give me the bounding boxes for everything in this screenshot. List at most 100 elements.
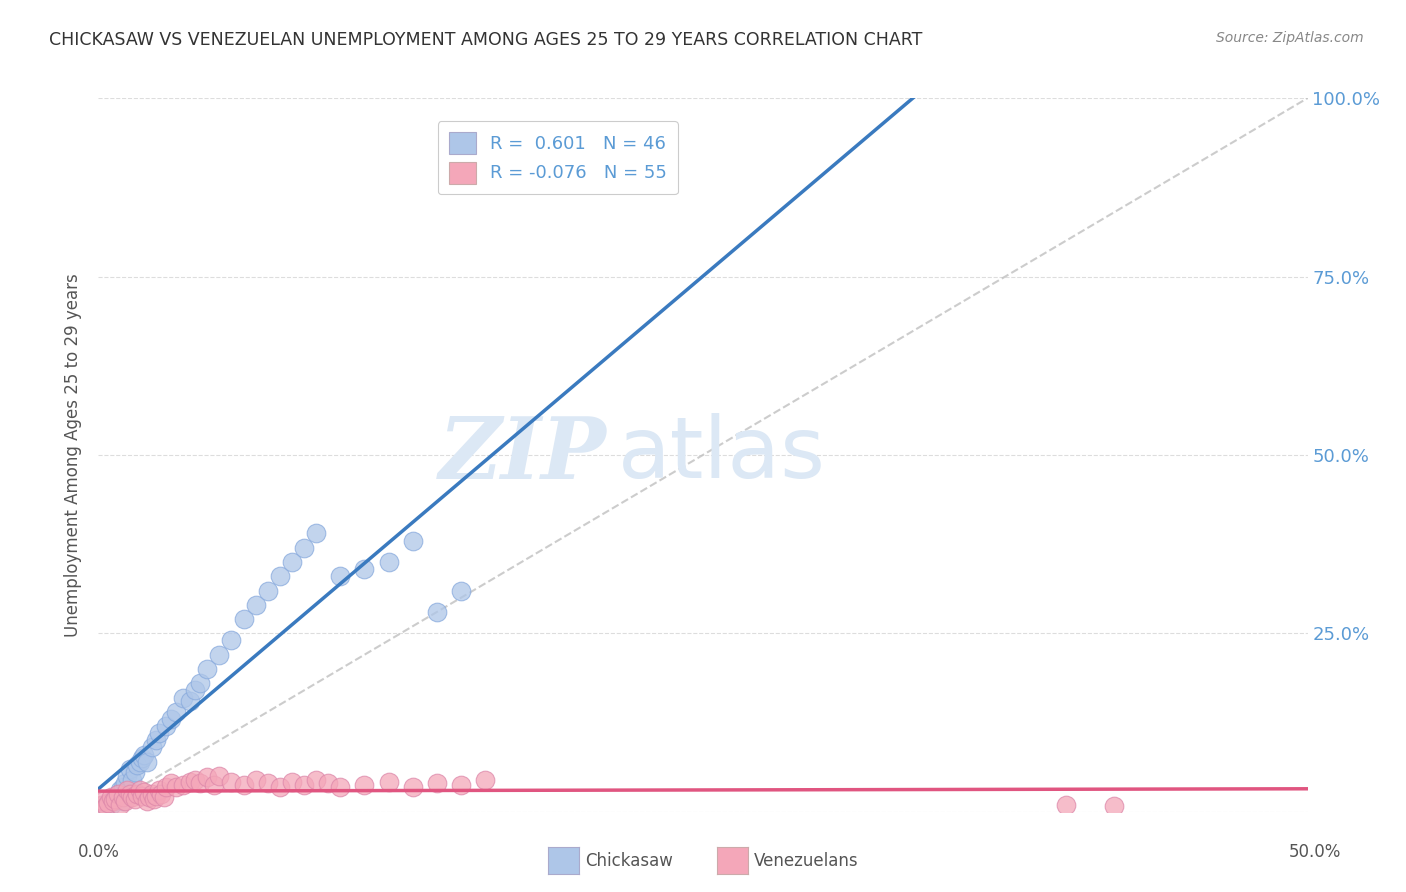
Text: ZIP: ZIP — [439, 413, 606, 497]
Point — [97, 796, 120, 810]
Point — [245, 598, 267, 612]
Point — [402, 780, 425, 794]
Point — [281, 774, 304, 789]
Point — [353, 562, 375, 576]
Point — [138, 790, 160, 805]
Point — [121, 772, 143, 787]
Point — [114, 776, 136, 790]
Point — [377, 774, 399, 789]
Point — [292, 541, 315, 555]
Point — [179, 694, 201, 708]
Point — [111, 780, 134, 794]
Point — [184, 772, 207, 787]
Point — [100, 797, 122, 812]
Point — [94, 799, 117, 814]
Point — [269, 780, 291, 794]
Point — [426, 605, 449, 619]
Point — [195, 662, 218, 676]
Point — [172, 690, 194, 705]
Point — [145, 789, 167, 803]
Point — [245, 772, 267, 787]
Point — [114, 794, 136, 808]
Point — [204, 778, 226, 792]
Point — [281, 555, 304, 569]
Point — [353, 778, 375, 792]
Point — [111, 790, 134, 805]
Point — [188, 776, 211, 790]
Point — [221, 633, 243, 648]
Point — [107, 787, 129, 801]
Point — [127, 787, 149, 801]
Point — [131, 789, 153, 803]
Point — [269, 569, 291, 583]
Text: 0.0%: 0.0% — [77, 843, 120, 861]
Point — [128, 783, 150, 797]
Point — [305, 526, 328, 541]
Text: Chickasaw: Chickasaw — [585, 852, 672, 870]
Point — [134, 785, 156, 799]
Point — [450, 583, 472, 598]
Point — [450, 778, 472, 792]
Point — [107, 787, 129, 801]
Text: CHICKASAW VS VENEZUELAN UNEMPLOYMENT AMONG AGES 25 TO 29 YEARS CORRELATION CHART: CHICKASAW VS VENEZUELAN UNEMPLOYMENT AMO… — [49, 31, 922, 49]
Point — [329, 569, 352, 583]
Point — [118, 762, 141, 776]
Point — [172, 778, 194, 792]
Point — [377, 555, 399, 569]
Point — [91, 797, 114, 812]
Point — [101, 794, 124, 808]
Point — [150, 787, 173, 801]
Point — [117, 769, 139, 783]
Point — [148, 783, 170, 797]
Point — [316, 776, 339, 790]
Point — [118, 787, 141, 801]
Point — [104, 790, 127, 805]
Point — [188, 676, 211, 690]
Point — [145, 733, 167, 747]
Point — [148, 726, 170, 740]
Point — [117, 783, 139, 797]
Point — [256, 583, 278, 598]
Point — [232, 778, 254, 792]
Text: Source: ZipAtlas.com: Source: ZipAtlas.com — [1216, 31, 1364, 45]
Point — [221, 774, 243, 789]
Text: atlas: atlas — [619, 413, 827, 497]
Point — [104, 792, 127, 806]
Point — [141, 740, 163, 755]
Point — [124, 765, 146, 780]
Point — [305, 772, 328, 787]
Point — [184, 683, 207, 698]
Point — [143, 792, 166, 806]
Point — [179, 774, 201, 789]
Point — [91, 794, 114, 808]
Point — [402, 533, 425, 548]
Point — [121, 790, 143, 805]
Point — [256, 776, 278, 790]
Point — [155, 719, 177, 733]
Point — [329, 780, 352, 794]
Point — [155, 780, 177, 794]
Point — [101, 794, 124, 808]
Point — [124, 792, 146, 806]
Point — [195, 771, 218, 785]
Text: 50.0%: 50.0% — [1288, 843, 1341, 861]
Point — [135, 794, 157, 808]
Point — [94, 799, 117, 814]
Point — [134, 747, 156, 762]
Point — [1102, 799, 1125, 814]
Point — [111, 794, 134, 808]
Point — [97, 796, 120, 810]
Y-axis label: Unemployment Among Ages 25 to 29 years: Unemployment Among Ages 25 to 29 years — [65, 273, 83, 637]
Point — [208, 648, 231, 662]
Point — [1054, 797, 1077, 812]
Point — [108, 783, 131, 797]
Point — [160, 776, 183, 790]
Point — [208, 769, 231, 783]
Point — [152, 790, 174, 805]
Point — [160, 712, 183, 726]
Point — [292, 778, 315, 792]
Point — [474, 772, 496, 787]
Point — [426, 776, 449, 790]
Point — [90, 797, 112, 812]
Point — [100, 790, 122, 805]
